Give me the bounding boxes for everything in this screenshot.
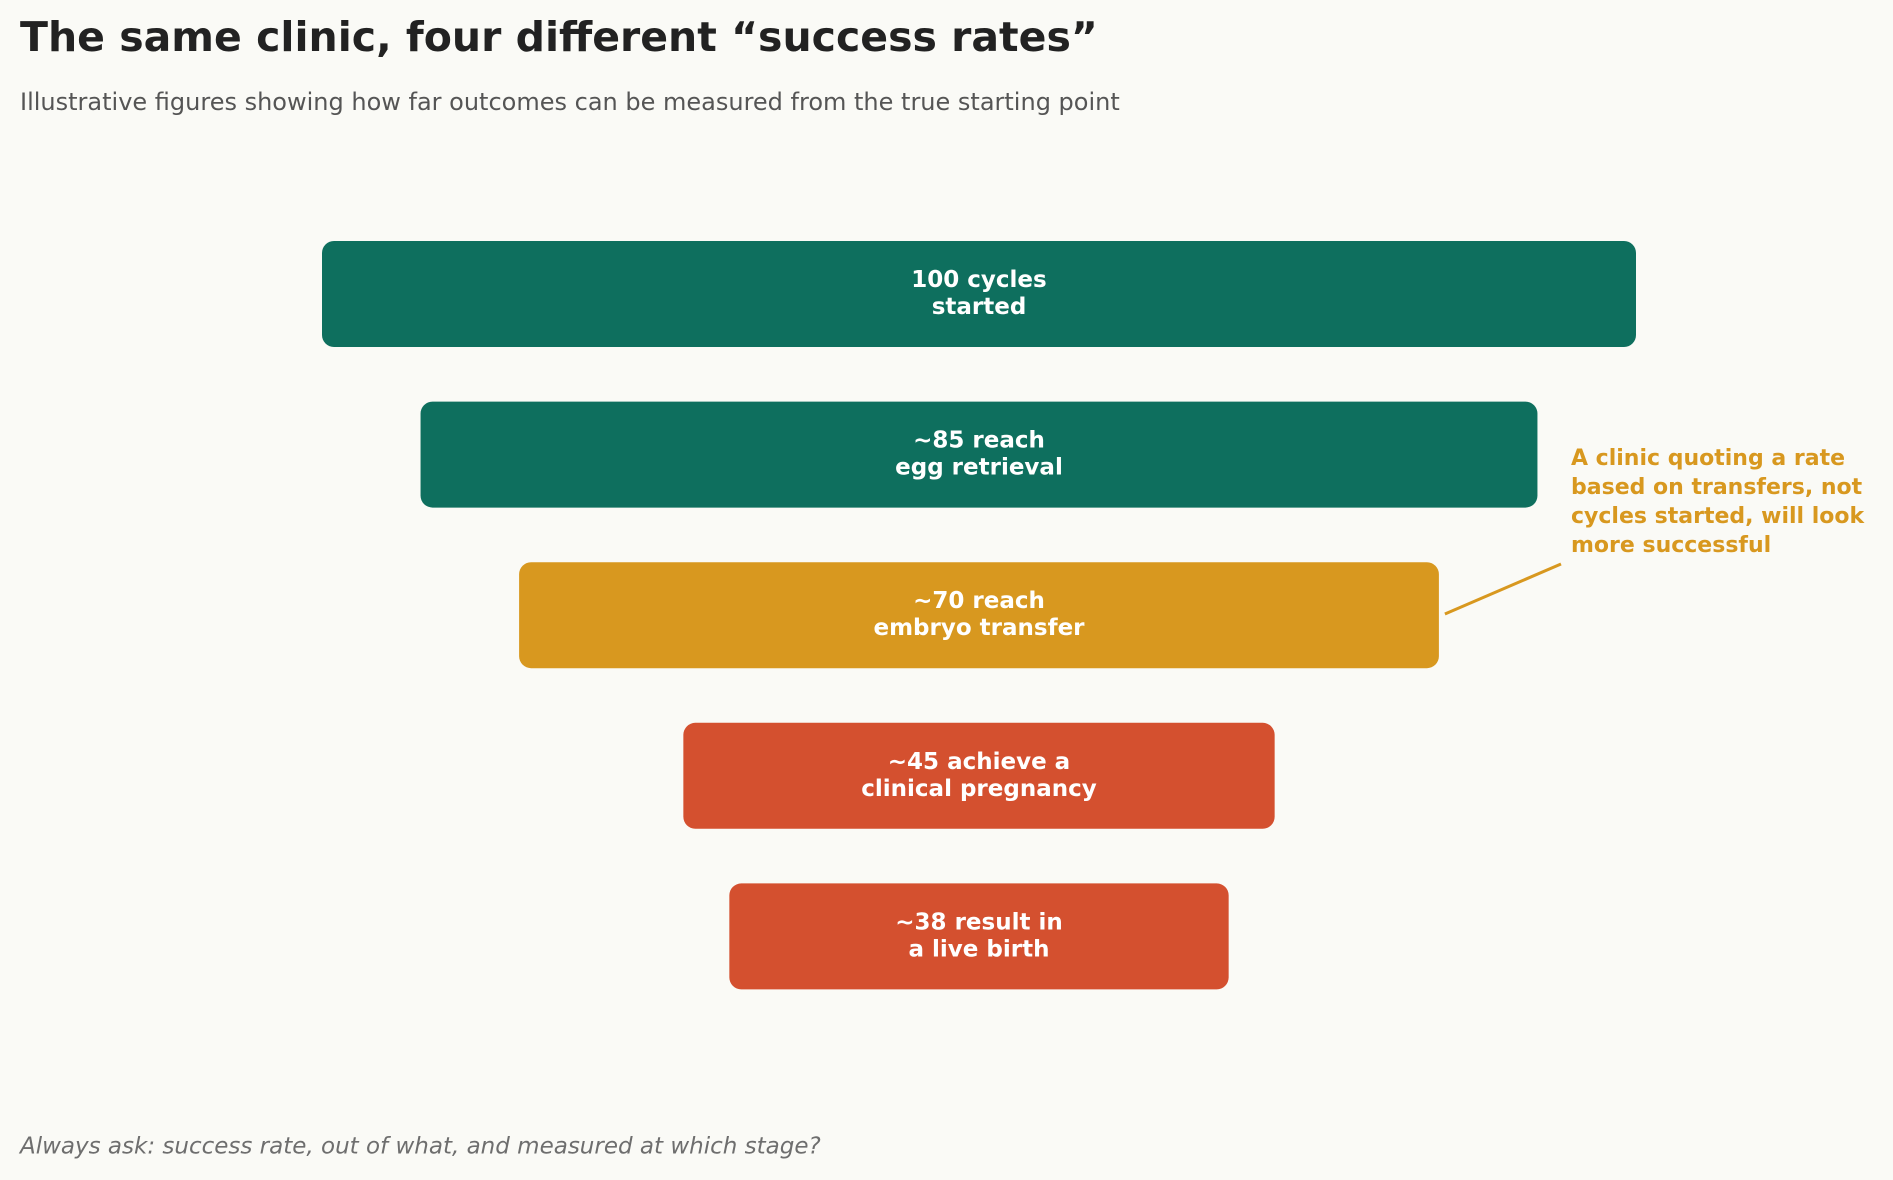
annotation-text: more successful	[1571, 533, 1771, 558]
chart-title: The same clinic, four different “success…	[20, 13, 1098, 61]
annotation-text: based on transfers, not	[1571, 475, 1863, 500]
bar-label: ~70 reach	[913, 588, 1045, 614]
bar-label: clinical pregnancy	[861, 776, 1096, 802]
bar-label: embryo transfer	[873, 615, 1085, 641]
bar-label: a live birth	[909, 936, 1050, 962]
bar-label: started	[932, 294, 1027, 320]
annotation-connector	[1444, 562, 1562, 616]
bar-label: ~45 achieve a	[888, 749, 1070, 775]
bar-label: 100 cycles	[911, 267, 1046, 293]
bar-label: egg retrieval	[895, 455, 1063, 481]
funnel-bar	[683, 722, 1275, 829]
bar-label: ~38 result in	[895, 909, 1062, 935]
funnel-bar	[420, 401, 1538, 508]
chart-subtitle: Illustrative figures showing how far out…	[20, 88, 1120, 116]
funnel-bar	[729, 883, 1229, 990]
annotation-text: A clinic quoting a rate	[1571, 446, 1845, 471]
funnel-bar	[519, 562, 1439, 669]
bar-label: ~85 reach	[913, 428, 1045, 454]
footnote: Always ask: success rate, out of what, a…	[18, 1134, 821, 1160]
annotation-text: cycles started, will look	[1571, 504, 1866, 529]
funnel-bar	[322, 241, 1636, 347]
